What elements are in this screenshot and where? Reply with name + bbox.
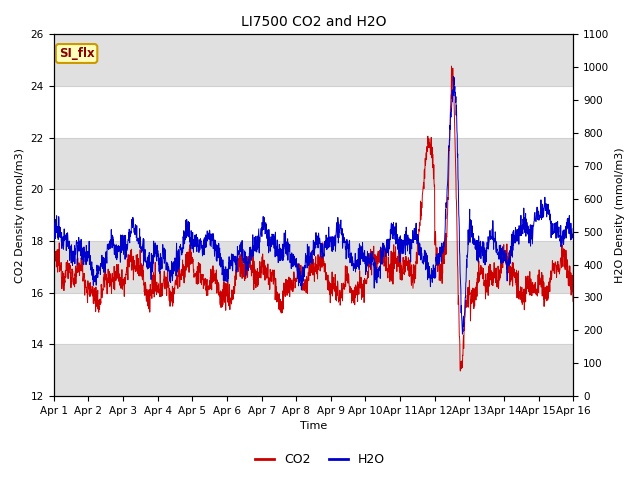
- Bar: [54, 241, 573, 293]
- Legend: CO2, H2O: CO2, H2O: [250, 448, 390, 471]
- Y-axis label: H2O Density (mmol/m3): H2O Density (mmol/m3): [615, 147, 625, 283]
- Bar: [54, 35, 573, 86]
- Bar: [54, 345, 573, 396]
- Title: LI7500 CO2 and H2O: LI7500 CO2 and H2O: [241, 15, 387, 29]
- Bar: [54, 138, 573, 190]
- Y-axis label: CO2 Density (mmol/m3): CO2 Density (mmol/m3): [15, 148, 25, 283]
- X-axis label: Time: Time: [300, 421, 327, 432]
- Text: SI_flx: SI_flx: [59, 47, 94, 60]
